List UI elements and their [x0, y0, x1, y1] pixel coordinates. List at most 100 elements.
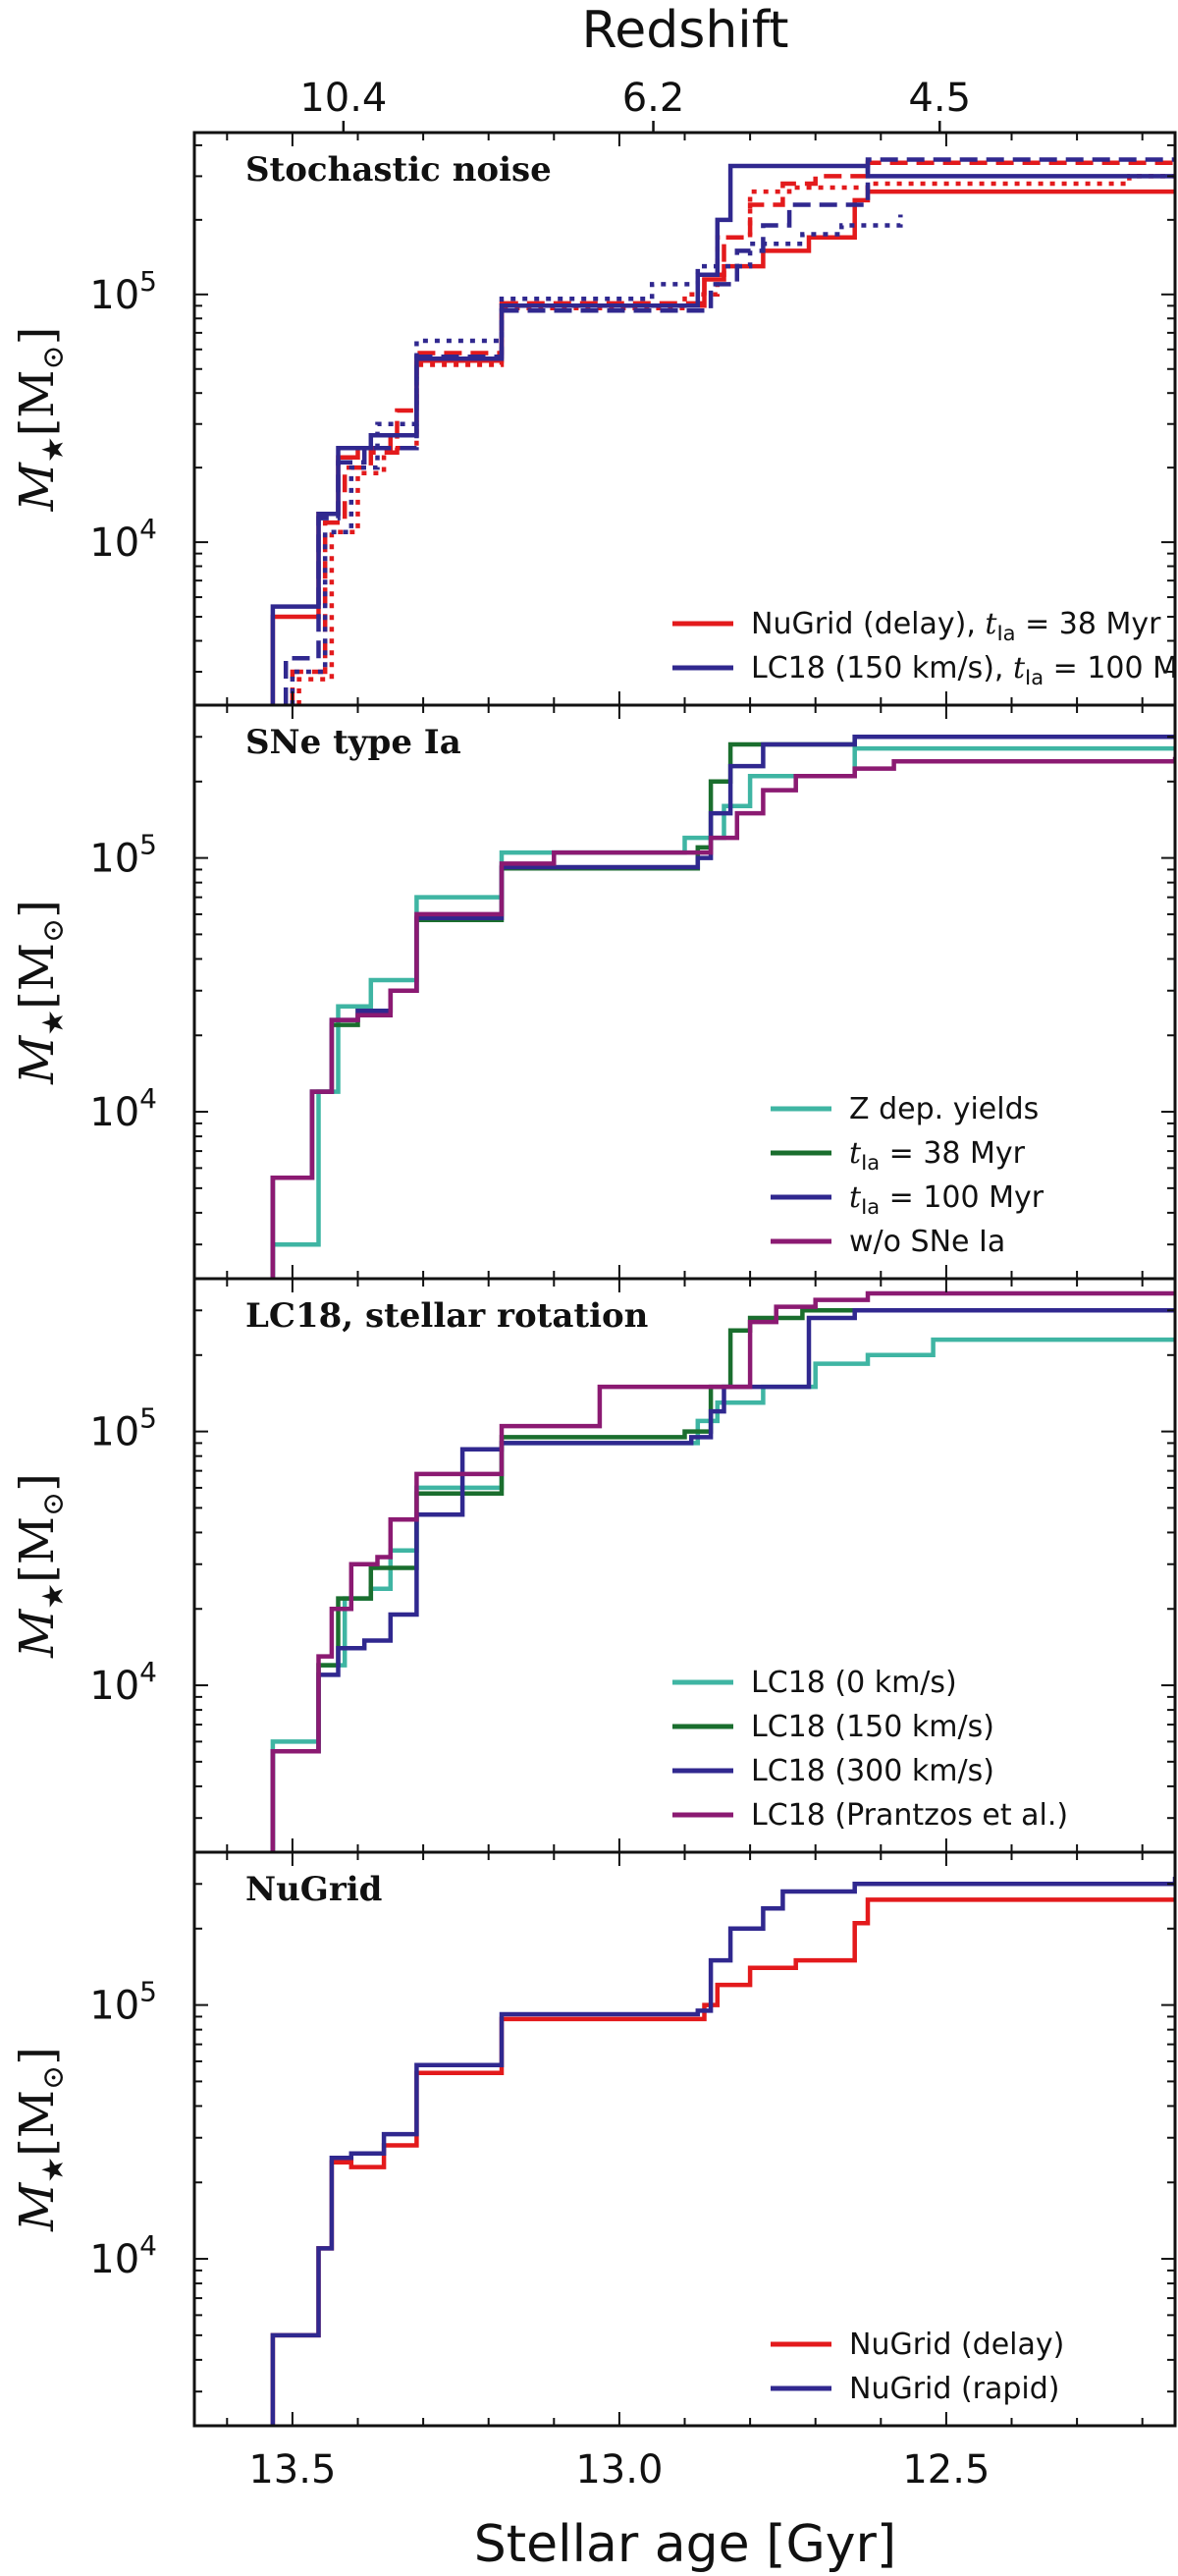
y-tick-exponent: 4	[139, 1656, 157, 1688]
top-tick-label: 10.4	[299, 76, 387, 121]
y-tick-label: 104	[89, 1082, 157, 1135]
y-label-subscript: ★	[36, 1583, 71, 1610]
y-label-symbol: M	[10, 461, 65, 512]
y-label-symbol: M	[10, 2181, 65, 2232]
y-tick-exponent: 5	[139, 265, 157, 298]
y-label-sun-symbol: ⊙	[36, 345, 71, 369]
series-line-nugrid-delay-run-2	[290, 160, 1175, 705]
y-tick-base: 10	[89, 1984, 139, 2029]
series-line-lc18-prantzos-et-al-	[270, 1290, 1175, 1852]
y-label-subscript: ★	[36, 1010, 71, 1036]
x-tick-label: 13.5	[248, 2447, 336, 2493]
y-tick-exponent: 5	[139, 1976, 157, 2008]
y-axis-label: M★[M⊙]	[10, 1473, 71, 1659]
legend-text-part: NuGrid (delay)	[849, 2328, 1064, 2362]
x-axis-title: Stellar age [Gyr]	[474, 2515, 896, 2574]
legend-math-subscript: Ia	[1025, 666, 1044, 689]
series-line-lc18-0-km-s-	[270, 1337, 1175, 1852]
series-group	[270, 157, 1175, 705]
y-tick-exponent: 4	[139, 2229, 157, 2262]
legend-label: LC18 (150 km/s)	[751, 1710, 994, 1744]
legend-label: Z dep. yields	[849, 1092, 1039, 1126]
legend-label: LC18 (150 km/s), tIa = 100 Myr	[751, 651, 1178, 689]
legend: NuGrid (delay) NuGrid (rapid)	[771, 2328, 1064, 2406]
legend-label: LC18 (Prantzos et al.)	[751, 1798, 1068, 1833]
legend-label: LC18 (0 km/s)	[751, 1666, 957, 1700]
legend-label: tIa = 100 Myr	[849, 1180, 1044, 1219]
y-label-symbol: M	[10, 1034, 65, 1085]
legend-text-part: w/o SNe Ia	[849, 1225, 1005, 1259]
y-tick-label: 105	[89, 265, 157, 318]
y-label-close: ]	[10, 900, 65, 918]
legend-text-part: NuGrid (rapid)	[849, 2372, 1060, 2406]
panel-title: LC18, stellar rotation	[245, 1296, 648, 1336]
y-label-close: ]	[10, 327, 65, 346]
legend-text-part: LC18 (300 km/s)	[751, 1754, 994, 1788]
x-tick-label: 13.0	[575, 2447, 663, 2493]
y-tick-label: 105	[89, 1402, 157, 1455]
y-tick-label: 105	[89, 1976, 157, 2029]
legend-math-rest: = 100 Myr	[1044, 651, 1178, 685]
series-group	[270, 1290, 1175, 1852]
top-axis-title: Redshift	[581, 1, 788, 60]
legend-text-part: NuGrid (delay),	[751, 607, 985, 641]
panel-frame	[192, 1277, 1177, 1854]
y-tick-base: 10	[89, 273, 139, 318]
y-label-units: [M	[10, 2090, 65, 2157]
y-tick-base: 10	[89, 2237, 139, 2282]
legend-label: NuGrid (delay)	[849, 2328, 1064, 2362]
series-line-lc18-150-km-s-run-3	[290, 214, 903, 705]
series-line-nugrid-rapid-	[270, 1877, 1175, 2426]
legend-label: NuGrid (rapid)	[849, 2372, 1060, 2406]
legend-text-part: LC18 (0 km/s)	[751, 1666, 957, 1700]
y-label-sun-symbol: ⊙	[36, 918, 71, 943]
legend-label: w/o SNe Ia	[849, 1225, 1005, 1259]
legend-math-symbol: t	[1013, 651, 1026, 685]
top-tick-label: 4.5	[908, 76, 971, 121]
legend-text-part: LC18 (150 km/s)	[751, 1710, 994, 1744]
legend-math-subscript: Ia	[996, 622, 1015, 645]
legend-math-subscript: Ia	[861, 1195, 880, 1219]
y-label-close: ]	[10, 1473, 65, 1492]
x-tick-label: 12.5	[902, 2447, 990, 2493]
series-group	[270, 1877, 1175, 2426]
y-axis-label: M★[M⊙]	[10, 2047, 71, 2232]
series-line-lc18-300-km-s-	[270, 1308, 1175, 1852]
legend-label: LC18 (300 km/s)	[751, 1754, 994, 1788]
y-tick-exponent: 4	[139, 513, 157, 545]
y-tick-label: 104	[89, 2229, 157, 2282]
series-line-w-o-sne-ia	[270, 756, 1175, 1279]
y-tick-base: 10	[89, 1410, 139, 1455]
y-tick-label: 104	[89, 1656, 157, 1709]
y-label-subscript: ★	[36, 436, 71, 463]
y-tick-base: 10	[89, 837, 139, 882]
y-axis-label: M★[M⊙]	[10, 327, 71, 513]
y-label-units: [M	[10, 943, 65, 1010]
legend: NuGrid (delay), tIa = 38 Myr LC18 (150 km…	[672, 607, 1178, 689]
y-label-close: ]	[10, 2047, 65, 2065]
y-tick-base: 10	[89, 1664, 139, 1709]
legend-math-symbol: t	[849, 1136, 862, 1171]
legend-label: NuGrid (delay), tIa = 38 Myr	[751, 607, 1161, 645]
legend-math-subscript: Ia	[861, 1151, 880, 1175]
top-tick-label: 6.2	[622, 76, 685, 121]
series-line-lc18-150-km-s-	[270, 1308, 1175, 1852]
legend-label: tIa = 38 Myr	[849, 1136, 1026, 1175]
legend: LC18 (0 km/s) LC18 (150 km/s) LC18 (300 km…	[672, 1666, 1068, 1833]
y-tick-label: 105	[89, 829, 157, 882]
top-redshift-axis: Redshift 10.4 6.2 4.5	[299, 1, 971, 133]
legend-math-rest: = 38 Myr	[880, 1136, 1026, 1171]
legend-math-symbol: t	[849, 1180, 862, 1215]
y-tick-exponent: 5	[139, 1402, 157, 1435]
legend-text-part: Z dep. yields	[849, 1092, 1039, 1126]
panel-title: NuGrid	[245, 1870, 382, 1909]
y-axis-label: M★[M⊙]	[10, 900, 71, 1085]
y-tick-label: 104	[89, 513, 157, 566]
y-tick-exponent: 5	[139, 829, 157, 861]
